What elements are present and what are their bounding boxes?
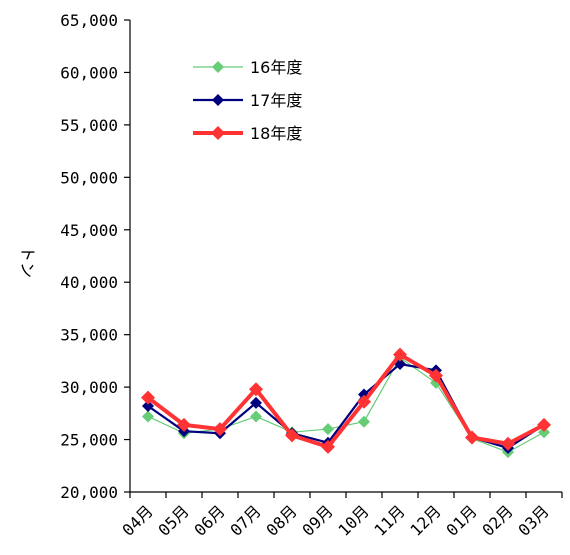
x-tick-label: 08月 <box>262 501 300 539</box>
y-tick-label: 50,000 <box>60 168 118 187</box>
data-point <box>501 436 515 451</box>
data-point <box>357 394 371 409</box>
y-tick-label: 35,000 <box>60 326 118 345</box>
legend-item: 16年度 <box>193 58 302 77</box>
legend-label: 16年度 <box>250 58 302 77</box>
data-point <box>321 439 335 454</box>
data-point <box>322 423 334 436</box>
x-tick-label: 11月 <box>370 501 408 539</box>
y-tick-label: 40,000 <box>60 273 118 292</box>
x-tick-label: 06月 <box>190 501 228 539</box>
data-point <box>213 422 227 437</box>
x-tick-label: 12月 <box>406 501 444 539</box>
y-tick-label: 25,000 <box>60 431 118 450</box>
data-point <box>393 347 407 362</box>
series-line <box>147 362 545 450</box>
legend-swatch-marker <box>211 126 225 140</box>
data-point <box>358 415 370 428</box>
x-tick-label: 02月 <box>478 501 516 539</box>
legend-item: 18年度 <box>193 124 302 143</box>
legend-label: 18年度 <box>250 124 302 143</box>
y-tick-label: 30,000 <box>60 378 118 397</box>
data-point <box>250 410 262 423</box>
legend-swatch-marker <box>212 61 224 73</box>
x-tick-label: 09月 <box>298 501 336 539</box>
y-tick-label: 20,000 <box>60 483 118 502</box>
data-point <box>141 390 155 405</box>
y-axis-label: トン <box>18 246 37 278</box>
data-point <box>538 426 550 439</box>
x-tick-label: 10月 <box>334 501 372 539</box>
legend: 16年度 17年度 18年度 <box>193 58 302 143</box>
y-ticks: 20,000 25,000 30,000 35,000 40,000 45,000 50,0… <box>60 11 130 502</box>
x-tick-label: 01月 <box>442 501 480 539</box>
data-point <box>285 428 299 443</box>
x-tick-label: 07月 <box>226 501 264 539</box>
legend-item: 17年度 <box>193 91 302 110</box>
data-point <box>177 417 191 432</box>
x-tick-label: 04月 <box>118 501 156 539</box>
y-tick-label: 60,000 <box>60 63 118 82</box>
data-point <box>429 368 443 383</box>
legend-label: 17年度 <box>250 91 302 110</box>
y-tick-label: 65,000 <box>60 11 118 30</box>
data-point <box>142 410 154 423</box>
x-tick-label: 05月 <box>154 501 192 539</box>
data-point <box>249 382 263 397</box>
data-point <box>142 399 154 412</box>
data-point <box>537 417 551 432</box>
series-3 <box>141 347 551 454</box>
data-point <box>250 396 262 409</box>
legend-swatch-marker <box>212 94 224 106</box>
y-tick-label: 45,000 <box>60 221 118 240</box>
y-tick-label: 55,000 <box>60 116 118 135</box>
x-tick-label: 03月 <box>514 501 552 539</box>
data-point <box>465 430 479 445</box>
series-layer <box>141 347 551 459</box>
